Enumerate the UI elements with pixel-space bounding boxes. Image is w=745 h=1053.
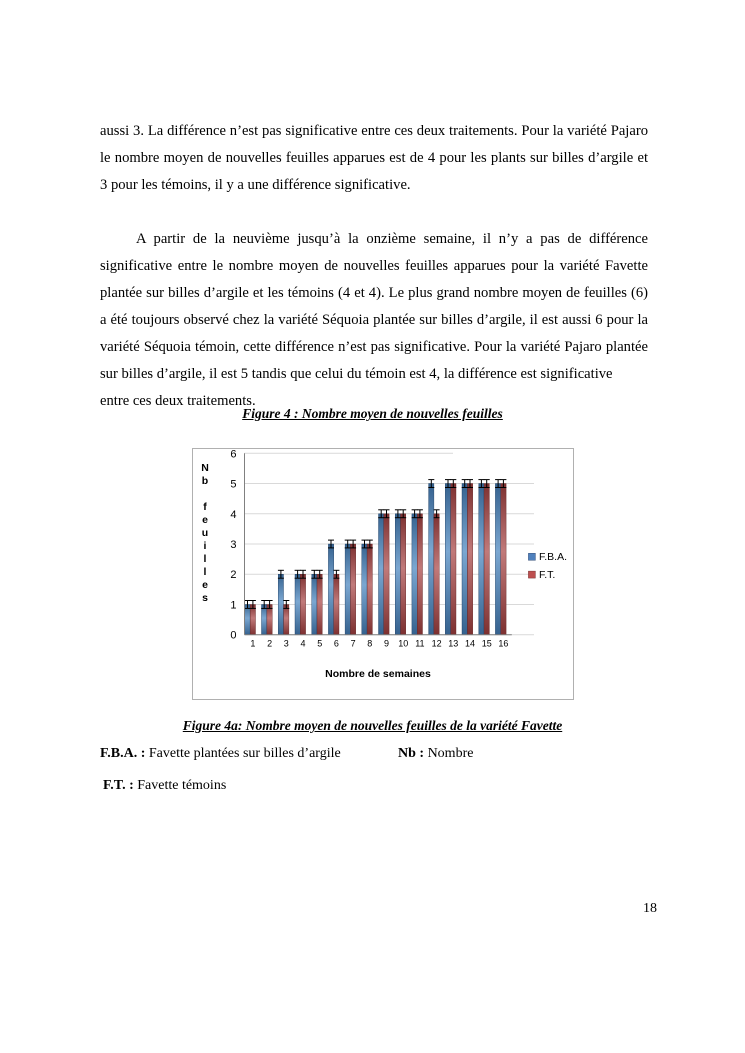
svg-text:7: 7 [351,639,356,649]
svg-text:2: 2 [230,569,236,581]
svg-text:b: b [202,475,208,487]
svg-text:4: 4 [230,509,236,521]
svg-text:10: 10 [398,639,408,649]
svg-text:f: f [203,501,207,513]
svg-text:l: l [204,553,207,565]
svg-text:s: s [202,592,208,604]
svg-text:u: u [202,527,208,539]
svg-text:3: 3 [284,639,289,649]
svg-text:l: l [204,566,207,578]
svg-text:F.B.A.: F.B.A. [539,551,567,563]
svg-text:6: 6 [334,639,339,649]
svg-text:9: 9 [384,639,389,649]
svg-text:F.T.: F.T. [539,569,555,581]
svg-text:e: e [202,514,208,526]
svg-text:3: 3 [230,539,236,551]
svg-text:1: 1 [250,639,255,649]
svg-text:4: 4 [300,639,305,649]
svg-text:e: e [202,579,208,591]
svg-text:N: N [201,462,209,474]
svg-text:2: 2 [267,639,272,649]
svg-text:1: 1 [230,600,236,612]
svg-text:5: 5 [230,479,236,491]
svg-text:0: 0 [230,630,236,642]
svg-text:5: 5 [317,639,322,649]
svg-text:14: 14 [465,639,475,649]
svg-text:8: 8 [367,639,372,649]
svg-text:16: 16 [498,639,508,649]
svg-text:6: 6 [230,449,236,460]
svg-text:12: 12 [432,639,442,649]
svg-text:15: 15 [482,639,492,649]
svg-text:13: 13 [448,639,458,649]
svg-text:11: 11 [415,639,424,649]
svg-text:i: i [204,540,207,552]
svg-text:Nombre de semaines: Nombre de semaines [325,668,431,680]
